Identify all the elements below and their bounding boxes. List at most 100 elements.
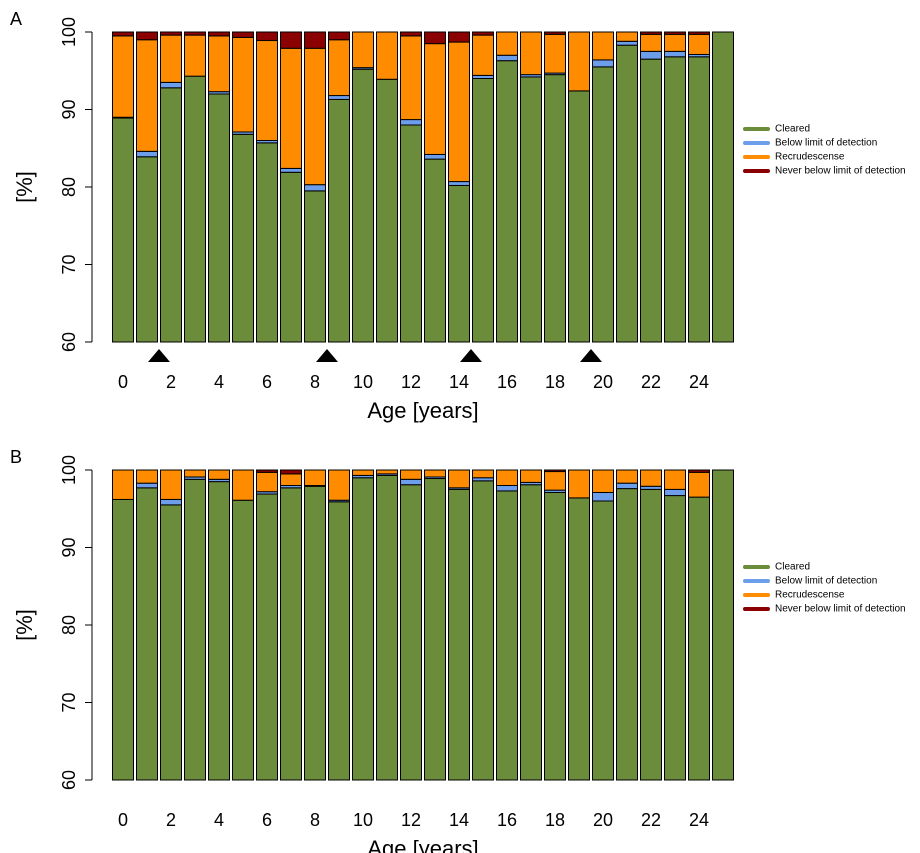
legend-label: Below limit of detection <box>775 138 877 149</box>
bar-segment <box>112 498 134 781</box>
bar-segment <box>448 181 470 186</box>
x-tick-label: 18 <box>545 372 565 392</box>
bar-segment <box>400 124 422 343</box>
y-tick-label: 100 <box>59 455 79 485</box>
legend-label: Below limit of detection <box>775 576 877 587</box>
x-tick-label: 0 <box>118 810 128 830</box>
bar-segment <box>112 31 134 37</box>
legend-label: Cleared <box>775 124 810 135</box>
bar-segment <box>640 31 662 35</box>
bar-segment <box>496 60 518 343</box>
bar-segment <box>592 31 614 61</box>
x-tick-label: 12 <box>401 372 421 392</box>
bar-segment <box>520 76 542 343</box>
bar-segment <box>136 469 158 484</box>
bar-segment <box>304 31 326 49</box>
bar-segment <box>424 158 446 343</box>
x-tick-label: 24 <box>689 810 709 830</box>
bar-segment <box>448 41 470 183</box>
bar-segment <box>256 471 278 493</box>
bar-segment <box>712 31 734 343</box>
bar-segment <box>136 487 158 781</box>
bar-segment <box>328 31 350 41</box>
bar-segment <box>400 31 422 37</box>
bar-segment <box>496 485 518 492</box>
bar-segment <box>616 469 638 484</box>
bar-segment <box>520 484 542 781</box>
x-tick-label: 2 <box>166 810 176 830</box>
bar-segment <box>496 490 518 781</box>
bar-segment <box>208 35 230 93</box>
bar-segment <box>544 31 566 35</box>
bar-segment <box>664 33 686 52</box>
bar-segment <box>424 43 446 155</box>
bar-segment <box>592 469 614 493</box>
x-tick-label: 8 <box>310 810 320 830</box>
bar-segment <box>232 31 254 38</box>
bar-segment <box>664 56 686 343</box>
bar-segment <box>328 95 350 100</box>
bar-segment <box>472 469 494 479</box>
bar-segment <box>256 493 278 781</box>
bar-segment <box>280 31 302 49</box>
legend-label: Never below limit of detection <box>775 604 906 615</box>
x-tick-label: 22 <box>641 372 661 392</box>
bar-segment <box>184 478 206 781</box>
bar-segment <box>232 133 254 343</box>
bar-segment <box>136 482 158 489</box>
bar-segment <box>160 469 182 500</box>
bar-segment <box>472 34 494 76</box>
bar-segment <box>688 469 710 473</box>
bar-segment <box>496 31 518 56</box>
bar-segment <box>232 499 254 781</box>
bar-segment <box>568 31 590 92</box>
bar-segment <box>256 142 278 343</box>
bar-segment <box>448 488 470 781</box>
bar-segment <box>544 471 566 491</box>
bar-segment <box>664 488 686 497</box>
bar-segment <box>496 469 518 486</box>
x-tick-label: 16 <box>497 810 517 830</box>
bar-segment <box>280 469 302 475</box>
bar-segment <box>400 35 422 121</box>
bar-segment <box>520 469 542 483</box>
bar-segment <box>640 488 662 781</box>
y-tick-label: 90 <box>59 537 79 557</box>
bar-segment <box>256 40 278 141</box>
x-tick-label: 12 <box>401 810 421 830</box>
y-axis-title: [%] <box>12 171 37 203</box>
bar-segment <box>208 469 230 480</box>
bar-segment <box>352 469 374 476</box>
x-tick-label: 20 <box>593 372 613 392</box>
bar-segment <box>136 31 158 41</box>
bar-segment <box>448 184 470 343</box>
bar-segment <box>208 31 230 37</box>
bar-segment <box>472 31 494 36</box>
marker-triangle <box>148 349 170 362</box>
bar-segment <box>136 150 158 158</box>
bar-segment <box>376 474 398 781</box>
marker-triangle <box>580 349 602 362</box>
bar-segment <box>328 501 350 781</box>
bar-segment <box>400 484 422 781</box>
bar-segment <box>280 171 302 343</box>
bar-segment <box>160 498 182 506</box>
marker-triangle <box>316 349 338 362</box>
bar-segment <box>400 469 422 480</box>
bar-segment <box>376 469 398 475</box>
marker-triangle <box>460 349 482 362</box>
y-tick-label: 60 <box>59 770 79 790</box>
bar-segment <box>424 31 446 45</box>
bar-segment <box>688 471 710 498</box>
bar-segment <box>400 119 422 126</box>
x-tick-label: 24 <box>689 372 709 392</box>
bar-segment <box>688 496 710 781</box>
x-tick-label: 6 <box>262 372 272 392</box>
legend-label: Recrudescense <box>775 590 845 601</box>
bar-segment <box>472 78 494 343</box>
bar-segment <box>112 117 134 343</box>
bar-segment <box>664 50 686 58</box>
bar-segment <box>160 31 182 36</box>
bar-segment <box>328 98 350 343</box>
